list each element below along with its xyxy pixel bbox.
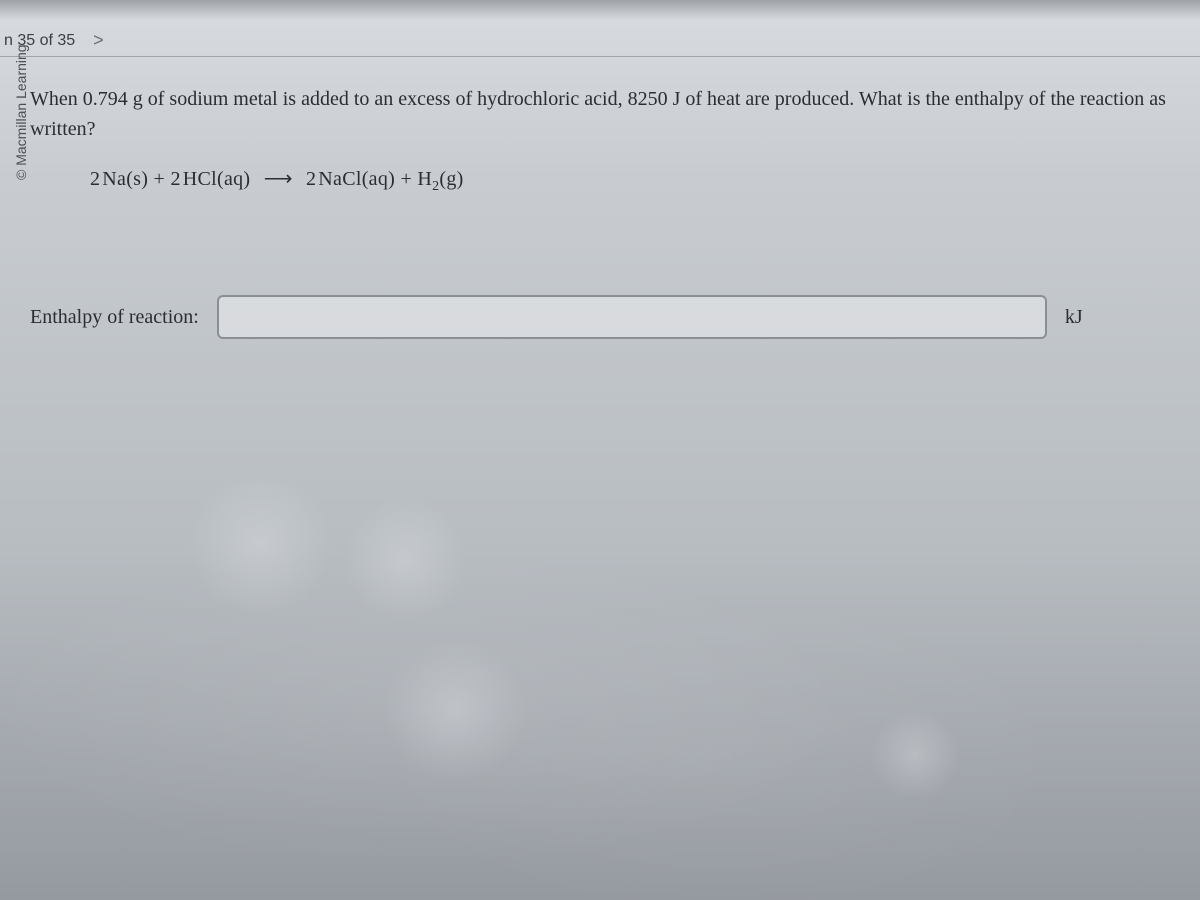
question-prompt: When 0.794 g of sodium metal is added to…	[30, 84, 1180, 144]
screen-reflection	[0, 420, 1200, 900]
chevron-right-icon[interactable]: >	[93, 30, 104, 51]
reactant1-coeff: 2	[90, 168, 100, 190]
smudge-artifact	[870, 710, 960, 800]
unit-label: kJ	[1065, 306, 1083, 329]
reaction-arrow-icon: ⟶	[264, 168, 293, 190]
top-navigation-bar: n 35 of 35 >	[0, 25, 1200, 57]
product1-coeff: 2	[306, 168, 316, 190]
plus1: +	[154, 168, 166, 190]
reactant1: Na(s)	[102, 168, 148, 190]
copyright-label: © Macmillan Learning	[13, 0, 29, 180]
chemical-equation: 2 Na(s) + 2 HCl(aq) ⟶ 2 NaCl(aq) + H2(g)	[90, 166, 1180, 195]
product1: NaCl(aq)	[318, 168, 395, 190]
product2-state: (g)	[439, 168, 463, 190]
reactant2-coeff: 2	[170, 168, 180, 190]
smudge-artifact	[180, 480, 340, 610]
answer-row: Enthalpy of reaction: kJ	[30, 295, 1180, 339]
product2-base: H	[417, 168, 432, 190]
smudge-artifact	[340, 500, 470, 620]
plus2: +	[400, 168, 412, 190]
reactant2: HCl(aq)	[183, 168, 251, 190]
vignette-top	[0, 0, 1200, 20]
smudge-artifact	[380, 640, 530, 780]
answer-label: Enthalpy of reaction:	[30, 306, 199, 329]
enthalpy-input[interactable]	[217, 295, 1047, 339]
